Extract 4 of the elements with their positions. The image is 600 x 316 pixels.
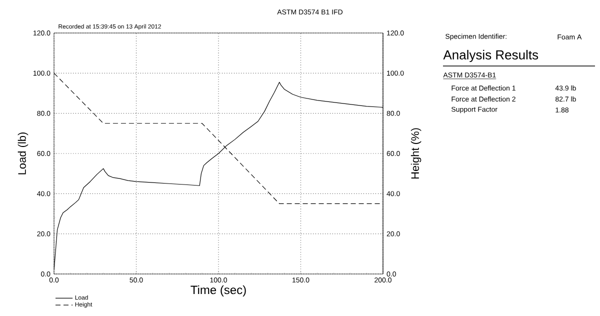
x-axis-title: Time (sec) (190, 285, 246, 297)
y-axis-title: Load (lb) (18, 132, 28, 174)
text: Analysis Results (443, 50, 538, 62)
y2-axis-title: Height (%) (410, 128, 422, 179)
